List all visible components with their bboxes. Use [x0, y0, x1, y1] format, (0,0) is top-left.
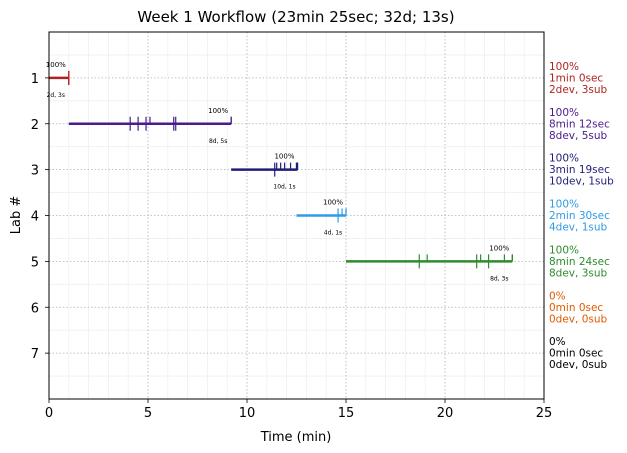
x-tick-label: 0 — [45, 406, 53, 421]
lab-3-count-label: 10d, 1s — [273, 184, 295, 191]
chart-title: Week 1 Workflow (23min 25sec; 32d; 13s) — [137, 8, 454, 26]
lab-7-summary-line: 0min 0sec — [549, 348, 603, 360]
y-tick-label: 7 — [31, 347, 39, 362]
lab-1-summary-line: 1min 0sec — [549, 72, 603, 84]
lab-6-summary-line: 0min 0sec — [549, 302, 603, 314]
lab-3-summary-line: 100% — [549, 153, 579, 165]
lab-2-summary-line: 100% — [549, 107, 579, 119]
lab-3-summary-line: 10dev, 1sub — [549, 176, 614, 188]
lab-4-pct-label: 100% — [323, 199, 343, 207]
lab-4-summary-line: 2min 30sec — [549, 210, 610, 222]
grid — [48, 32, 545, 399]
lab-1-summary-line: 100% — [549, 61, 579, 73]
lab-5-summary-line: 100% — [549, 244, 579, 256]
lab-7-summary-line: 0dev, 0sub — [549, 359, 608, 371]
lab-3-pct-label: 100% — [274, 153, 294, 161]
lab-4-summary-line: 100% — [549, 199, 579, 211]
y-tick-label: 1 — [31, 72, 39, 87]
x-tick-label: 25 — [536, 406, 553, 421]
lab-2-summary-line: 8min 12sec — [549, 118, 610, 130]
y-tick-label: 2 — [31, 118, 39, 133]
lab-6-summary-line: 0% — [549, 290, 566, 302]
y-axis-label: Lab # — [9, 196, 24, 235]
y-tick-label: 6 — [31, 301, 39, 316]
x-tick-label: 5 — [144, 406, 152, 421]
lab-7-summary-line: 0% — [549, 336, 566, 348]
lab-1-pct-label: 100% — [46, 61, 66, 69]
x-tick-label: 15 — [338, 406, 355, 421]
lab-5-pct-label: 100% — [489, 244, 509, 252]
lab-2-summary-line: 8dev, 5sub — [549, 130, 608, 142]
axes: 0 5 10 15 20 25 1 2 3 4 5 6 7 — [31, 72, 553, 421]
y-tick-label: 4 — [31, 210, 39, 225]
lab-marks: 100% 2d, 3s 100% 8d, 5s 100% 10d, 1s 100% 4d, 1… — [46, 61, 513, 282]
lab-5-count-label: 8d, 3s — [490, 275, 508, 282]
lab-6-summary-line: 0dev, 0sub — [549, 313, 608, 325]
lab-1-count-label: 2d, 3s — [47, 92, 65, 99]
lab-5-summary-line: 8min 24sec — [549, 256, 610, 268]
lab-3-summary-line: 3min 19sec — [549, 164, 610, 176]
y-tick-label: 5 — [31, 255, 39, 270]
lab-5-summary-line: 8dev, 3sub — [549, 267, 608, 279]
x-tick-label: 10 — [239, 406, 256, 421]
lab-2-pct-label: 100% — [208, 107, 228, 115]
lab-1-summary-line: 2dev, 3sub — [549, 84, 608, 96]
x-tick-label: 20 — [437, 406, 454, 421]
x-axis-label: Time (min) — [260, 430, 332, 445]
lab-2-count-label: 8d, 5s — [209, 138, 227, 145]
y-tick-label: 3 — [31, 164, 39, 179]
lab-4-summary-line: 4dev, 1sub — [549, 222, 608, 234]
lab-4-count-label: 4d, 1s — [324, 230, 342, 237]
